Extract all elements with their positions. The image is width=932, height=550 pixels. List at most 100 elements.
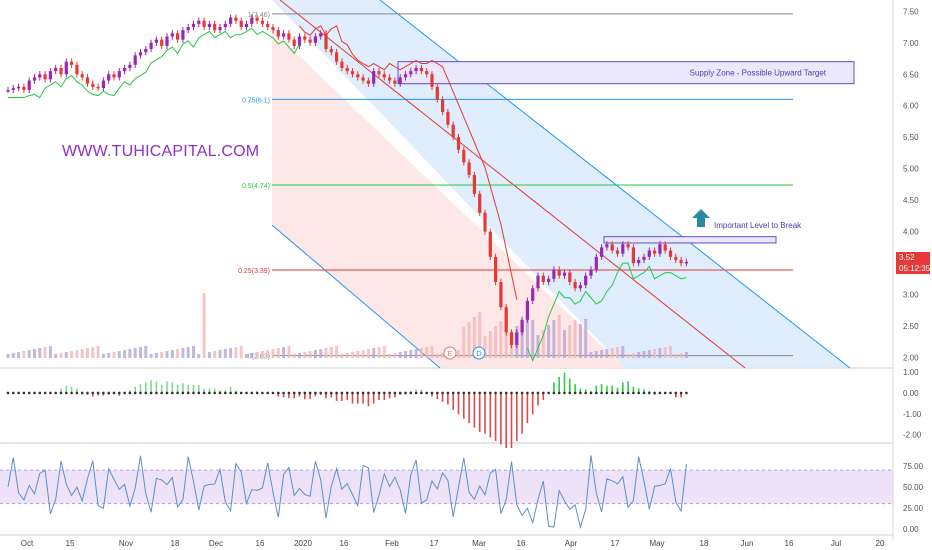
candle-body: [536, 275, 540, 289]
momentum-zero-dot: [409, 391, 413, 395]
volume-bar: [139, 347, 142, 358]
momentum-zero-dot: [208, 391, 211, 395]
candle-body: [483, 212, 487, 232]
momentum-zero-dot: [478, 391, 482, 395]
candle-body: [11, 88, 15, 90]
candle-body: [17, 86, 21, 89]
momentum-zero-dot: [489, 391, 492, 395]
volume-bar: [642, 351, 646, 358]
oscillator-line: [7, 455, 687, 530]
candle-body: [287, 33, 291, 40]
candle-body: [202, 20, 206, 28]
momentum-zero-dot: [234, 391, 238, 395]
candle-body: [335, 52, 339, 62]
oscillator-tick-label: 0.00: [903, 525, 919, 534]
volume-bar: [388, 354, 392, 358]
momentum-zero-dot: [425, 391, 429, 395]
momentum-zero-dot: [393, 391, 397, 395]
volume-bar: [361, 350, 365, 358]
candle-body: [679, 259, 683, 264]
candle-body: [313, 36, 317, 43]
candle-body: [568, 272, 572, 283]
price-tick-label: 6.50: [903, 70, 919, 79]
candle-body: [22, 86, 26, 90]
candle-body: [186, 27, 190, 31]
volume-bar: [366, 349, 370, 358]
volume-bar: [430, 346, 434, 358]
momentum-zero-dot: [218, 391, 222, 395]
candle-body: [372, 71, 376, 84]
candle-body: [435, 86, 439, 100]
volume-bar: [669, 346, 672, 358]
volume-bar: [647, 350, 651, 358]
momentum-zero-dot: [330, 391, 333, 395]
volume-bar: [255, 352, 259, 358]
trailing-stop-green: [8, 27, 300, 99]
candle-body: [377, 71, 381, 75]
candle-body: [329, 49, 333, 53]
candle-body: [356, 74, 360, 78]
candle-body: [266, 23, 270, 28]
time-axis-label: 16: [785, 539, 794, 548]
candle-body: [319, 33, 323, 37]
volume-bar: [207, 352, 211, 358]
momentum-zero-dot: [17, 391, 20, 395]
momentum-tick-label: 1.00: [903, 368, 919, 377]
candle-body: [398, 77, 402, 84]
volume-bar: [128, 349, 132, 358]
watermark-text: WWW.TUHICAPITAL.COM: [62, 143, 260, 160]
candle-body: [509, 332, 514, 345]
volume-bar: [547, 325, 551, 358]
momentum-zero-dot: [102, 391, 105, 395]
candle-body: [149, 42, 153, 50]
price-tick-label: 5.50: [903, 133, 919, 142]
momentum-zero-dot: [271, 391, 275, 395]
volume-bar: [536, 335, 540, 358]
candle-body: [6, 89, 10, 92]
volume-bar: [552, 320, 556, 358]
time-axis-label: 18: [700, 539, 709, 548]
candle-body: [43, 74, 47, 80]
volume-bar: [340, 354, 344, 358]
momentum-zero-dot: [54, 391, 57, 395]
volume-bar: [96, 346, 100, 358]
momentum-zero-dot: [383, 391, 386, 395]
volume-bar: [335, 346, 339, 358]
volume-bar: [568, 325, 572, 358]
time-axis-label: Dec: [209, 539, 223, 548]
volume-bar: [107, 353, 111, 358]
momentum-zero-dot: [663, 391, 667, 395]
candle-body: [340, 61, 344, 68]
candle-body: [101, 80, 105, 89]
oscillator-tick-label: 50.00: [903, 483, 924, 492]
momentum-zero-dot: [202, 391, 206, 395]
momentum-zero-dot: [658, 391, 662, 395]
volume-bar: [181, 348, 185, 358]
candle-body: [382, 74, 386, 78]
candle-body: [54, 67, 58, 72]
candle-body: [467, 162, 471, 175]
momentum-zero-dot: [144, 391, 148, 395]
supply-zone-box: [397, 61, 855, 85]
volume-bar: [435, 354, 439, 358]
momentum-zero-dot: [229, 391, 232, 395]
volume-bar: [425, 347, 429, 358]
volume-bar: [488, 331, 492, 358]
volume-bar: [610, 348, 614, 358]
volume-bar: [80, 349, 84, 358]
fib-level-label: 1(7.46): [248, 12, 270, 19]
candle-body: [59, 67, 63, 75]
momentum-zero-dot: [171, 391, 174, 395]
volume-bar: [27, 350, 31, 358]
price-tick-label: 4.00: [903, 228, 919, 237]
volume-bar: [64, 352, 68, 358]
momentum-zero-dot: [86, 391, 89, 395]
candle-body: [223, 23, 227, 28]
momentum-zero-dot: [552, 391, 556, 395]
candle-body: [96, 86, 100, 89]
volume-bar: [663, 347, 667, 358]
momentum-zero-dot: [653, 391, 656, 395]
volume-bar: [197, 354, 201, 358]
oscillator-tick-label: 25.00: [903, 504, 924, 513]
